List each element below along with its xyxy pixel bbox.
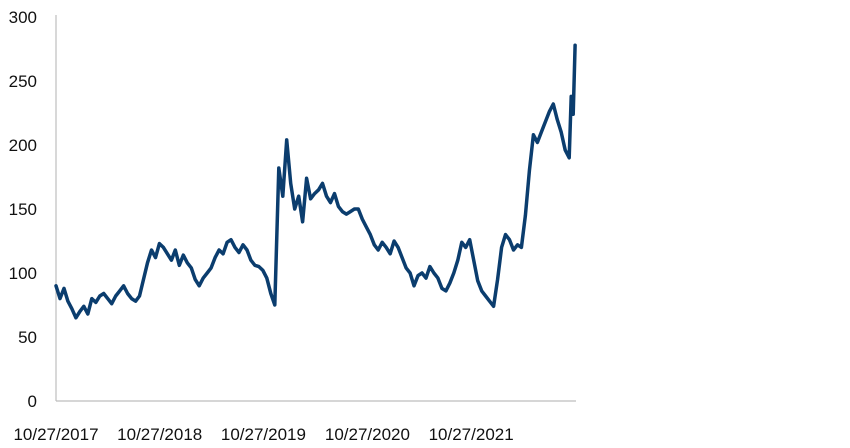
x-tick-label: 10/27/2020 (325, 425, 410, 444)
axes (55, 15, 576, 402)
y-tick-label: 250 (9, 72, 37, 91)
x-tick-label: 10/27/2019 (221, 425, 306, 444)
y-tick-label: 50 (18, 328, 37, 347)
y-tick-label: 200 (9, 136, 37, 155)
x-tick-label: 10/27/2017 (13, 425, 98, 444)
y-tick-label: 100 (9, 264, 37, 283)
y-tick-label: 150 (9, 200, 37, 219)
y-tick-label: 300 (9, 8, 37, 27)
y-tick-labels: 0 50 100 150 200 250 300 (9, 8, 37, 411)
x-tick-label: 10/27/2018 (117, 425, 202, 444)
y-tick-label: 0 (28, 392, 37, 411)
x-tick-label: 10/27/2021 (429, 425, 514, 444)
x-tick-labels: 10/27/2017 10/27/2018 10/27/2019 10/27/2020… (13, 425, 513, 444)
price-series-line (54, 43, 577, 320)
